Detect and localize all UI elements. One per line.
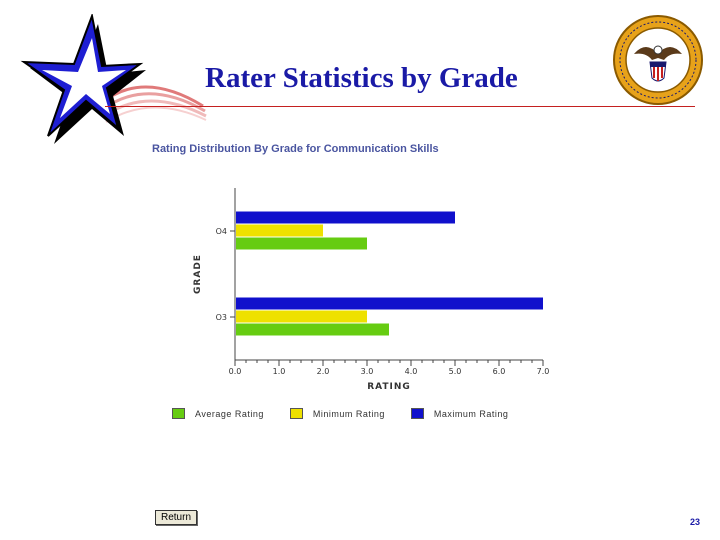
slide-title: Rater Statistics by Grade <box>205 62 518 94</box>
legend-swatch-average <box>172 408 185 419</box>
x-tick-label: 2.0 <box>317 367 330 376</box>
chart-legend: Average Rating Minimum Rating Maximum Ra… <box>172 408 534 419</box>
legend-label-average: Average Rating <box>195 408 264 419</box>
bar-o3-minimum <box>236 310 367 323</box>
legend-label-maximum: Maximum Rating <box>433 408 509 419</box>
bar-o4-minimum <box>236 224 323 237</box>
y-axis-title: GRADE <box>193 254 203 294</box>
x-axis-title: RATING <box>367 382 411 392</box>
legend-item-maximum: Maximum Rating <box>410 408 509 419</box>
return-button[interactable]: Return <box>155 510 198 525</box>
x-tick-label: 1.0 <box>273 367 286 376</box>
legend-swatch-maximum <box>410 408 424 419</box>
x-tick-label: 0.0 <box>229 367 242 376</box>
x-tick-label: 7.0 <box>537 367 550 376</box>
legend-swatch-minimum <box>289 408 303 419</box>
bar-chart: 0.0 1.0 2.0 3.0 4.0 5.0 6.0 7.0 RATING GRADE O3 O4 <box>193 188 550 392</box>
eagle-icon <box>634 45 682 82</box>
star-inner <box>42 38 126 118</box>
bar-o4-average <box>236 237 367 250</box>
bar-o3-average <box>236 323 389 336</box>
x-tick-label: 6.0 <box>493 367 506 376</box>
legend-label-minimum: Minimum Rating <box>312 408 385 419</box>
star-logo <box>20 14 207 144</box>
y-tick-label: O3 <box>216 313 227 322</box>
x-tick-label: 4.0 <box>405 367 418 376</box>
legend-item-average: Average Rating <box>172 408 264 419</box>
legend-item-minimum: Minimum Rating <box>289 408 385 419</box>
x-tick-label: 3.0 <box>361 367 374 376</box>
bar-o3-maximum <box>236 297 543 310</box>
page-number: 23 <box>690 517 701 527</box>
title-rule <box>105 106 695 107</box>
navy-seal <box>613 15 703 105</box>
chart-title: Rating Distribution By Grade for Communi… <box>152 143 439 155</box>
x-tick-label: 5.0 <box>449 367 462 376</box>
y-tick-label: O4 <box>216 227 227 236</box>
bar-o4-maximum <box>236 211 455 224</box>
